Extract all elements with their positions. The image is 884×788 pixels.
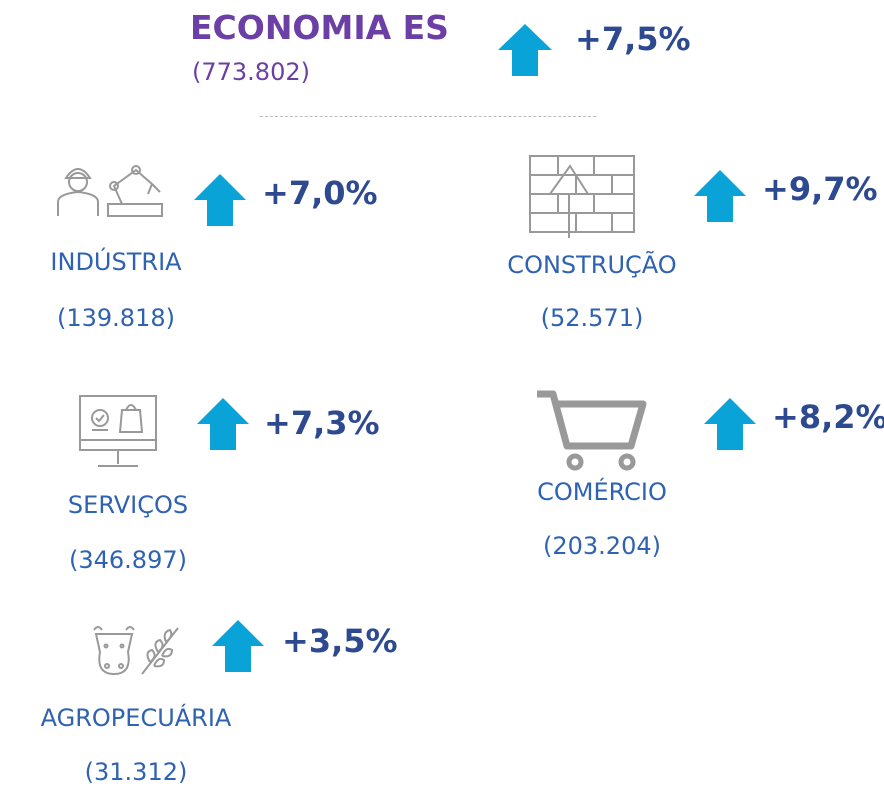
sector-change: +9,7% xyxy=(762,170,878,208)
sector-name: COMÉRCIO xyxy=(537,478,667,506)
agriculture-icon xyxy=(93,626,179,676)
sector-name: CONSTRUÇÃO xyxy=(507,251,677,279)
up-arrow xyxy=(694,170,746,222)
sector-value: (31.312) xyxy=(84,758,188,786)
sector-change: +7,3% xyxy=(264,404,380,442)
total-value: (773.802) xyxy=(192,58,310,86)
sector-name: AGROPECUÁRIA xyxy=(40,704,232,732)
sector-change: +3,5% xyxy=(282,622,398,660)
sector-value: (346.897) xyxy=(69,546,187,574)
sector-change: +8,2% xyxy=(772,398,884,436)
up-arrow xyxy=(704,398,756,450)
sector-name: SERVIÇOS xyxy=(67,491,189,519)
sector-value: (203.204) xyxy=(543,532,661,560)
up-arrow xyxy=(197,398,249,450)
commerce-icon xyxy=(537,390,647,471)
divider xyxy=(260,116,596,117)
up-arrow xyxy=(212,620,264,672)
industry-icon xyxy=(57,165,163,217)
up-arrow xyxy=(194,174,246,226)
sector-name: INDÚSTRIA xyxy=(50,248,182,276)
sector-value: (52.571) xyxy=(540,304,644,332)
up-arrow xyxy=(498,24,552,76)
services-icon xyxy=(79,395,157,467)
sector-change: +7,0% xyxy=(262,174,378,212)
construction-icon xyxy=(529,155,635,238)
total-change: +7,5% xyxy=(575,20,691,58)
sector-value: (139.818) xyxy=(57,304,175,332)
title: ECONOMIA ES xyxy=(190,8,449,47)
